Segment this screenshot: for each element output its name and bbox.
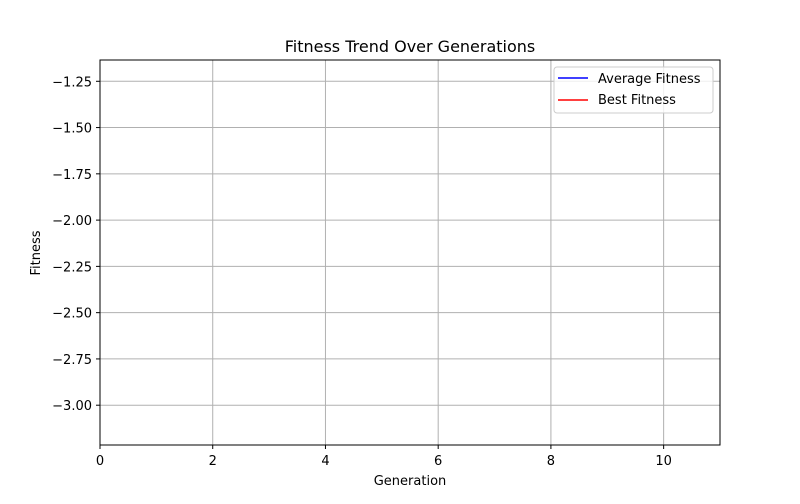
y-tick-label: −2.25 <box>52 260 92 275</box>
y-tick-label: −1.25 <box>52 75 92 90</box>
legend-box <box>553 66 714 114</box>
y-tick-label: −1.50 <box>52 122 92 137</box>
y-tick-label: −2.50 <box>52 307 92 322</box>
chart-title: Fitness Trend Over Generations <box>285 37 536 56</box>
x-axis-ticks: 0 2 4 6 8 10 <box>96 445 672 469</box>
grid-layer <box>99 60 720 445</box>
x-tick-label: 10 <box>655 454 672 469</box>
y-tick-label: −1.75 <box>52 168 92 183</box>
x-tick-label: 4 <box>321 454 329 469</box>
y-axis-ticks: −1.25 −1.50 −1.75 −2.00 −2.25 −2.50 −2.75 −3.00 <box>52 75 100 414</box>
plot-area-frame <box>99 59 721 446</box>
y-tick-label: −3.00 <box>52 399 92 414</box>
legend-label-average-fitness: Average Fitness <box>598 72 701 87</box>
x-axis-label: Generation <box>374 474 447 489</box>
y-tick-label: −2.00 <box>52 214 92 229</box>
x-tick-label: 6 <box>434 454 442 469</box>
legend-label-best-fitness: Best Fitness <box>598 93 676 108</box>
x-tick-label: 2 <box>209 454 217 469</box>
x-tick-label: 0 <box>96 454 104 469</box>
x-tick-label: 8 <box>547 454 555 469</box>
y-tick-label: −2.75 <box>52 353 92 368</box>
y-axis-label: Fitness <box>29 230 44 275</box>
legend: Average Fitness Best Fitness <box>553 66 714 114</box>
